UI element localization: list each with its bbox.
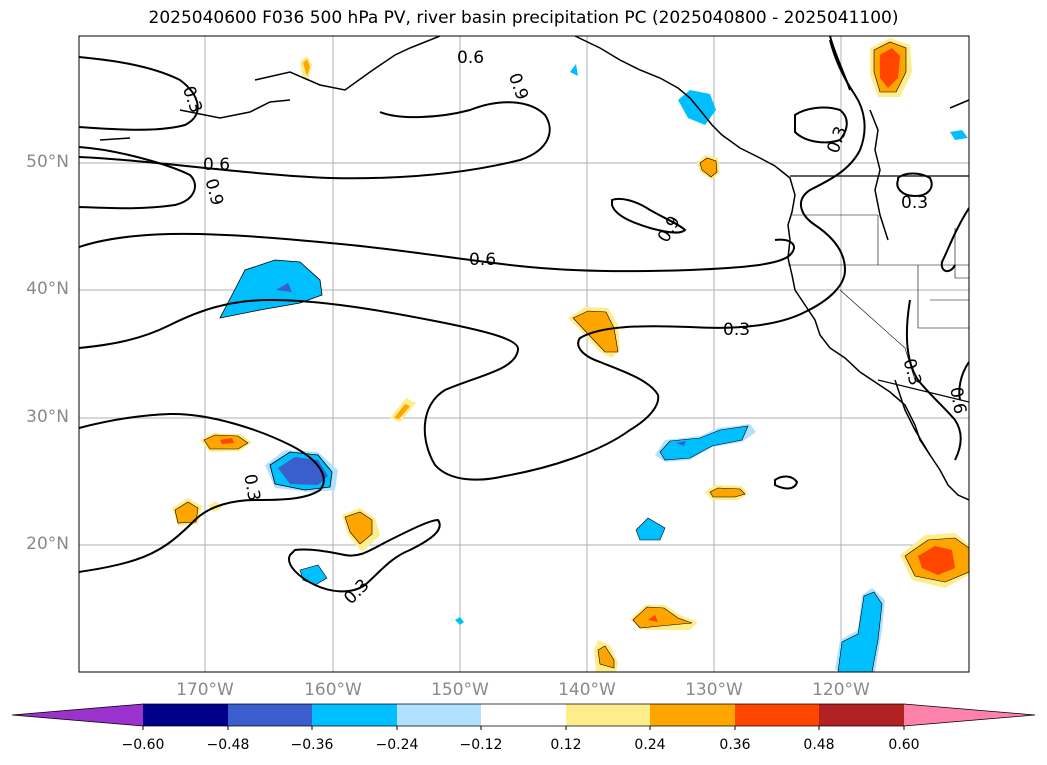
map-frame bbox=[78, 35, 970, 673]
lon-label-150w: 150°W bbox=[431, 680, 489, 700]
colorbar-segment bbox=[143, 704, 228, 726]
colorbar-segment bbox=[481, 704, 566, 726]
state-borders bbox=[788, 214, 969, 381]
contour-label: 0.3 bbox=[901, 193, 928, 213]
lon-label-160w: 160°W bbox=[304, 680, 362, 700]
map-title: 2025040600 F036 500 hPa PV, river basin … bbox=[148, 8, 899, 28]
colorbar-segment bbox=[650, 704, 735, 726]
colorbar-tick-label: 0.60 bbox=[888, 737, 920, 753]
lon-label-130w: 130°W bbox=[685, 680, 743, 700]
lon-label-120w: 120°W bbox=[812, 680, 870, 700]
contour-label: 0.6 bbox=[469, 250, 496, 270]
colorbar-tick-label: −0.48 bbox=[206, 737, 250, 753]
colorbar-segment bbox=[819, 704, 904, 726]
gridlines bbox=[79, 36, 969, 672]
colorbar-tick-label: 0.24 bbox=[634, 737, 666, 753]
contour-label: 0.3 bbox=[239, 473, 263, 503]
colorbar bbox=[11, 703, 1036, 730]
colorbar-tick-label: −0.24 bbox=[375, 737, 419, 753]
contour-label: 0.6 bbox=[203, 155, 230, 175]
lat-label-50n: 50°N bbox=[26, 152, 69, 172]
colorbar-tick-label: −0.36 bbox=[290, 737, 334, 753]
colorbar-segment bbox=[397, 704, 481, 726]
colorbar-segment bbox=[312, 704, 397, 726]
colorbar-tick-label: −0.12 bbox=[459, 737, 503, 753]
lon-label-170w: 170°W bbox=[176, 680, 234, 700]
colorbar-tick-label: 0.12 bbox=[550, 737, 582, 753]
lat-label-20n: 20°N bbox=[26, 534, 69, 554]
colorbar-segment bbox=[228, 704, 312, 726]
colorbar-extend-max bbox=[904, 704, 1035, 726]
colorbar-segment bbox=[735, 704, 819, 726]
colorbar-extend-min bbox=[12, 704, 143, 726]
lat-label-30n: 30°N bbox=[26, 407, 69, 427]
contour-label: 0.3 bbox=[723, 320, 750, 340]
coastlines bbox=[99, 36, 969, 501]
contour-label: 0.6 bbox=[945, 386, 969, 416]
colorbar-tick-label: −0.60 bbox=[121, 737, 165, 753]
lon-label-140w: 140°W bbox=[558, 680, 616, 700]
contour-label: 0.6 bbox=[457, 48, 484, 68]
precip-negative-areas bbox=[219, 64, 968, 672]
lat-label-40n: 40°N bbox=[26, 279, 69, 299]
colorbar-tick-label: 0.36 bbox=[719, 737, 751, 753]
colorbar-segment bbox=[566, 704, 650, 726]
pv-contour-lines bbox=[79, 36, 969, 593]
colorbar-tick-label: 0.48 bbox=[803, 737, 835, 753]
country-borders bbox=[790, 175, 969, 403]
